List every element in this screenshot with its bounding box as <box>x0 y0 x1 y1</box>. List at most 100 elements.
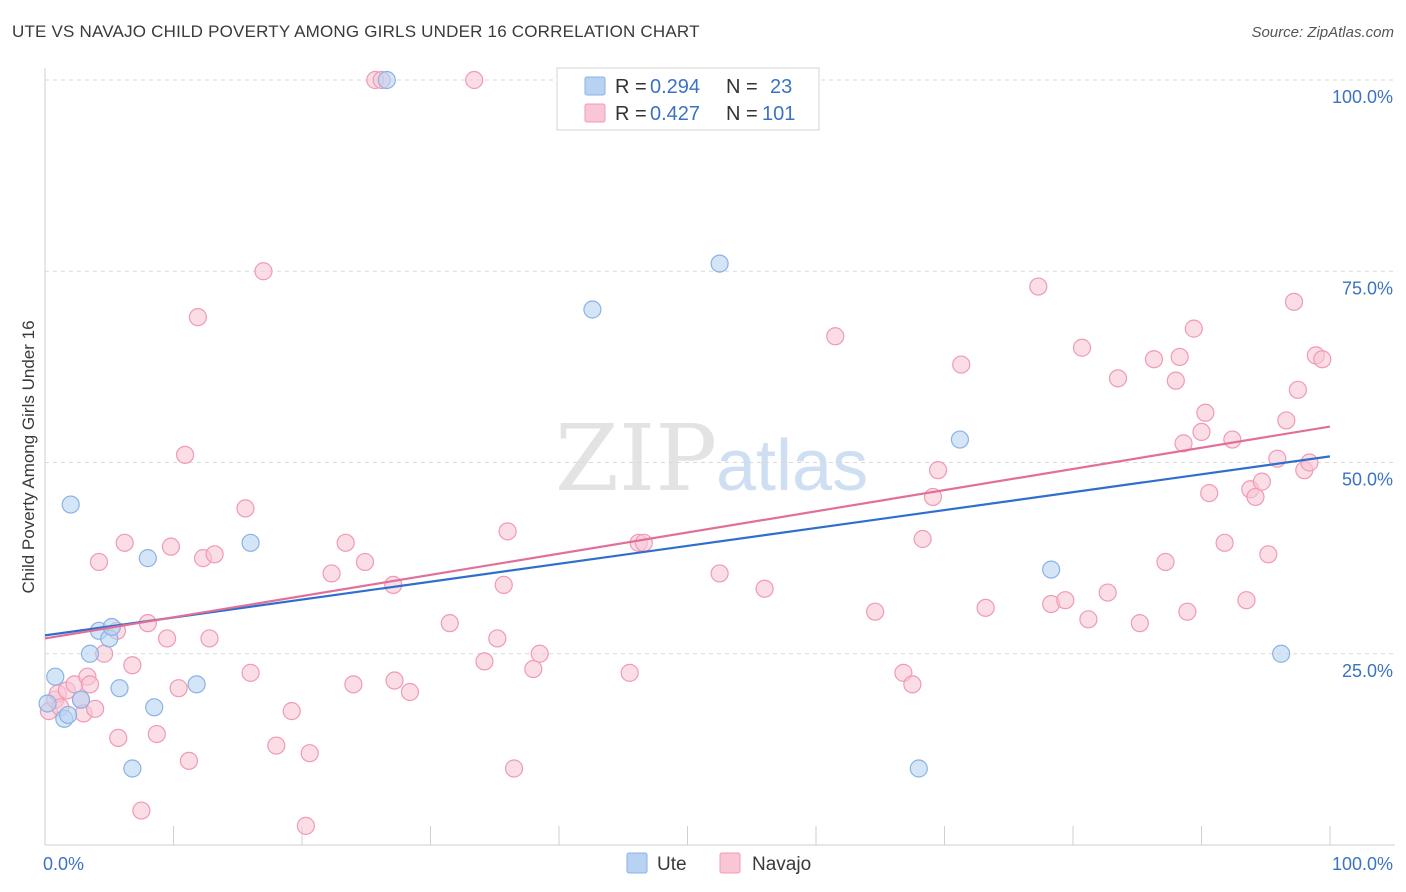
watermark-zip: ZIP <box>555 405 717 512</box>
ute-point <box>241 533 260 552</box>
navajo-point <box>1223 430 1242 449</box>
ute-points <box>38 70 1291 778</box>
legend-navajo-swatch <box>584 103 606 123</box>
ute-point <box>145 698 164 717</box>
navajo-point <box>710 564 729 583</box>
navajo-point <box>1184 319 1203 338</box>
navajo-point <box>1277 411 1296 430</box>
navajo-point <box>336 533 355 552</box>
navajo-point <box>175 445 195 464</box>
navajo-point <box>488 629 507 648</box>
source-note: Source: ZipAtlas.com <box>1251 24 1394 41</box>
navajo-point <box>928 461 948 480</box>
watermark-atlas: atlas <box>716 426 868 506</box>
navajo-point <box>80 675 100 694</box>
ute-point <box>710 254 729 273</box>
navajo-point <box>465 70 484 90</box>
navajo-point <box>147 724 166 744</box>
navajo-point <box>1166 371 1185 390</box>
ute-point <box>377 70 396 90</box>
y-tick-label: 100.0% <box>1332 87 1393 107</box>
navajo-point <box>1284 292 1304 311</box>
navajo-point <box>475 652 494 671</box>
navajo-point <box>1029 277 1048 296</box>
y-tick-label: 25.0% <box>1342 661 1393 681</box>
navajo-point <box>1098 583 1117 602</box>
bottom-legend-ute-swatch <box>626 852 648 874</box>
navajo-point <box>1288 380 1307 399</box>
trend-lines <box>44 425 1331 640</box>
navajo-point <box>866 602 885 621</box>
ute-point <box>909 759 928 778</box>
navajo-point <box>1300 453 1319 472</box>
navajo-point <box>504 759 524 778</box>
navajo-point <box>1144 350 1164 369</box>
navajo-point <box>755 579 774 598</box>
navajo-point <box>1170 347 1189 367</box>
navajo-point <box>241 663 260 682</box>
navajo-point <box>1192 422 1211 441</box>
navajo-point <box>200 629 219 648</box>
navajo-point <box>952 355 971 374</box>
ute-point <box>46 667 65 686</box>
ute-point <box>38 694 57 713</box>
navajo-point <box>1108 369 1128 388</box>
navajo-point <box>161 537 181 556</box>
navajo-point <box>1196 403 1215 422</box>
bottom-legend-navajo-label: Navajo <box>752 854 811 875</box>
navajo-points <box>39 70 1332 835</box>
navajo-point <box>1237 591 1256 610</box>
navajo-point <box>524 659 543 679</box>
navajo-point <box>1072 338 1092 357</box>
navajo-point <box>282 702 301 721</box>
ute-point <box>123 759 142 778</box>
navajo-point <box>498 522 517 541</box>
y-tick-label: 50.0% <box>1342 470 1393 490</box>
ute-point <box>59 705 78 725</box>
navajo-point <box>132 801 151 820</box>
navajo-trend-line <box>44 425 1331 640</box>
navajo-point <box>1056 591 1075 610</box>
navajo-point <box>1313 350 1332 369</box>
ute-point <box>61 495 80 514</box>
navajo-point <box>826 327 845 346</box>
bottom-legend-navajo-swatch <box>719 852 741 874</box>
navajo-point <box>494 575 513 595</box>
y-axis-label: Child Poverty Among Girls Under 16 <box>19 320 38 593</box>
navajo-point <box>296 816 315 835</box>
ute-point <box>80 644 100 663</box>
x-tick-label-min: 0.0% <box>43 854 84 874</box>
ute-point <box>583 300 602 319</box>
ute-point <box>138 549 157 568</box>
navajo-point <box>1215 533 1234 552</box>
navajo-point <box>300 744 319 763</box>
ute-point <box>1272 644 1291 663</box>
legend-ute-r-value: 0.294 <box>650 76 700 98</box>
navajo-point <box>1259 545 1278 564</box>
ute-trend-line <box>44 455 1331 637</box>
navajo-point <box>86 699 105 718</box>
navajo-point <box>1246 487 1265 507</box>
y-tick-label: 75.0% <box>1342 278 1393 298</box>
navajo-point <box>1130 614 1149 633</box>
navajo-point <box>1156 552 1175 572</box>
legend-box: R = 0.294 N = 23 R = 0.427 N = 101 <box>556 67 820 131</box>
ute-point <box>71 690 91 709</box>
navajo-point <box>344 675 363 694</box>
navajo-point <box>400 682 420 702</box>
navajo-point <box>188 308 208 327</box>
navajo-point <box>205 545 224 564</box>
legend-ute-n-label: N = <box>726 76 758 98</box>
legend-ute-swatch <box>584 76 606 96</box>
ute-point <box>110 679 129 698</box>
navajo-point <box>1200 484 1219 503</box>
legend-ute-n-value: 23 <box>770 76 792 98</box>
navajo-point <box>620 663 639 682</box>
legend-navajo-n-label: N = <box>726 103 758 125</box>
navajo-point <box>903 675 922 694</box>
legend-navajo-r-label: R = <box>615 103 647 125</box>
navajo-point <box>385 671 404 690</box>
navajo-point <box>1178 602 1197 621</box>
navajo-point <box>254 262 273 281</box>
